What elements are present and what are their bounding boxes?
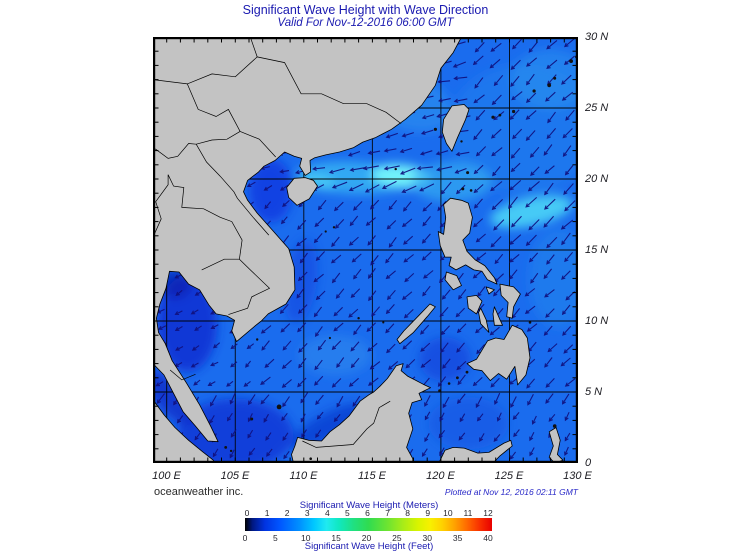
page-title: Significant Wave Height with Wave Direct… xyxy=(242,3,489,17)
colorbar-tick-meters: 12 xyxy=(483,508,493,518)
colorbar-tick-feet: 5 xyxy=(273,533,278,543)
colorbar-tick-meters: 10 xyxy=(443,508,453,518)
colorbar-tick-meters: 7 xyxy=(385,508,390,518)
colorbar-tick-feet: 25 xyxy=(392,533,402,543)
map-canvas xyxy=(152,36,579,464)
colorbar-title-feet: Significant Wave Height (Feet) xyxy=(304,541,434,552)
lon-label: 120 E xyxy=(426,470,455,482)
colorbar-tick-meters: 4 xyxy=(324,508,330,518)
colorbar-tick-feet: 10 xyxy=(301,533,311,543)
lon-label: 115 E xyxy=(358,470,386,482)
colorbar-tick-feet: 15 xyxy=(331,533,341,543)
colorbar-tick-meters: 6 xyxy=(365,508,370,518)
colorbar-tick-feet: 35 xyxy=(452,533,463,543)
colorbar-tick-meters: 5 xyxy=(345,508,350,518)
lat-label: 20 N xyxy=(585,173,609,185)
colorbar-tick-feet: 20 xyxy=(361,533,372,543)
page-subtitle: Valid For Nov-12-2016 06:00 GMT xyxy=(277,17,454,29)
lon-label: 100 E xyxy=(152,470,181,482)
plotted-timestamp: Plotted at Nov 12, 2016 02:11 GMT xyxy=(444,487,578,497)
colorbar-tick-feet: 40 xyxy=(483,533,493,543)
lat-label: 25 N xyxy=(585,102,609,114)
credit-text: oceanweather inc. xyxy=(154,486,244,498)
colorbar-tick-feet: 0 xyxy=(242,533,248,543)
lat-label: 10 N xyxy=(585,315,609,327)
colorbar-tick-meters: 9 xyxy=(425,508,431,518)
lat-label: 30 N xyxy=(585,31,609,43)
lon-label: 130 E xyxy=(563,470,592,482)
lat-label: 5 N xyxy=(585,386,603,398)
colorbar-tick-meters: 2 xyxy=(284,508,290,518)
colorbar-tick-meters: 0 xyxy=(244,508,250,518)
map-svg xyxy=(152,36,579,464)
lat-label: 0 xyxy=(585,457,592,469)
colorbar-tick-meters: 1 xyxy=(264,508,270,518)
colorbar-title-meters: Significant Wave Height (Meters) xyxy=(299,500,439,511)
colorbar-tick-feet: 30 xyxy=(422,533,432,543)
colorbar-gradient xyxy=(245,518,492,531)
lon-label: 110 E xyxy=(289,470,318,482)
colorbar-tick-meters: 8 xyxy=(405,508,411,518)
lon-label: 105 E xyxy=(220,470,250,482)
lat-label: 15 N xyxy=(585,244,609,256)
colorbar-tick-meters: 3 xyxy=(304,508,310,518)
lon-label: 125 E xyxy=(494,470,524,482)
colorbar-tick-meters: 11 xyxy=(463,508,473,518)
